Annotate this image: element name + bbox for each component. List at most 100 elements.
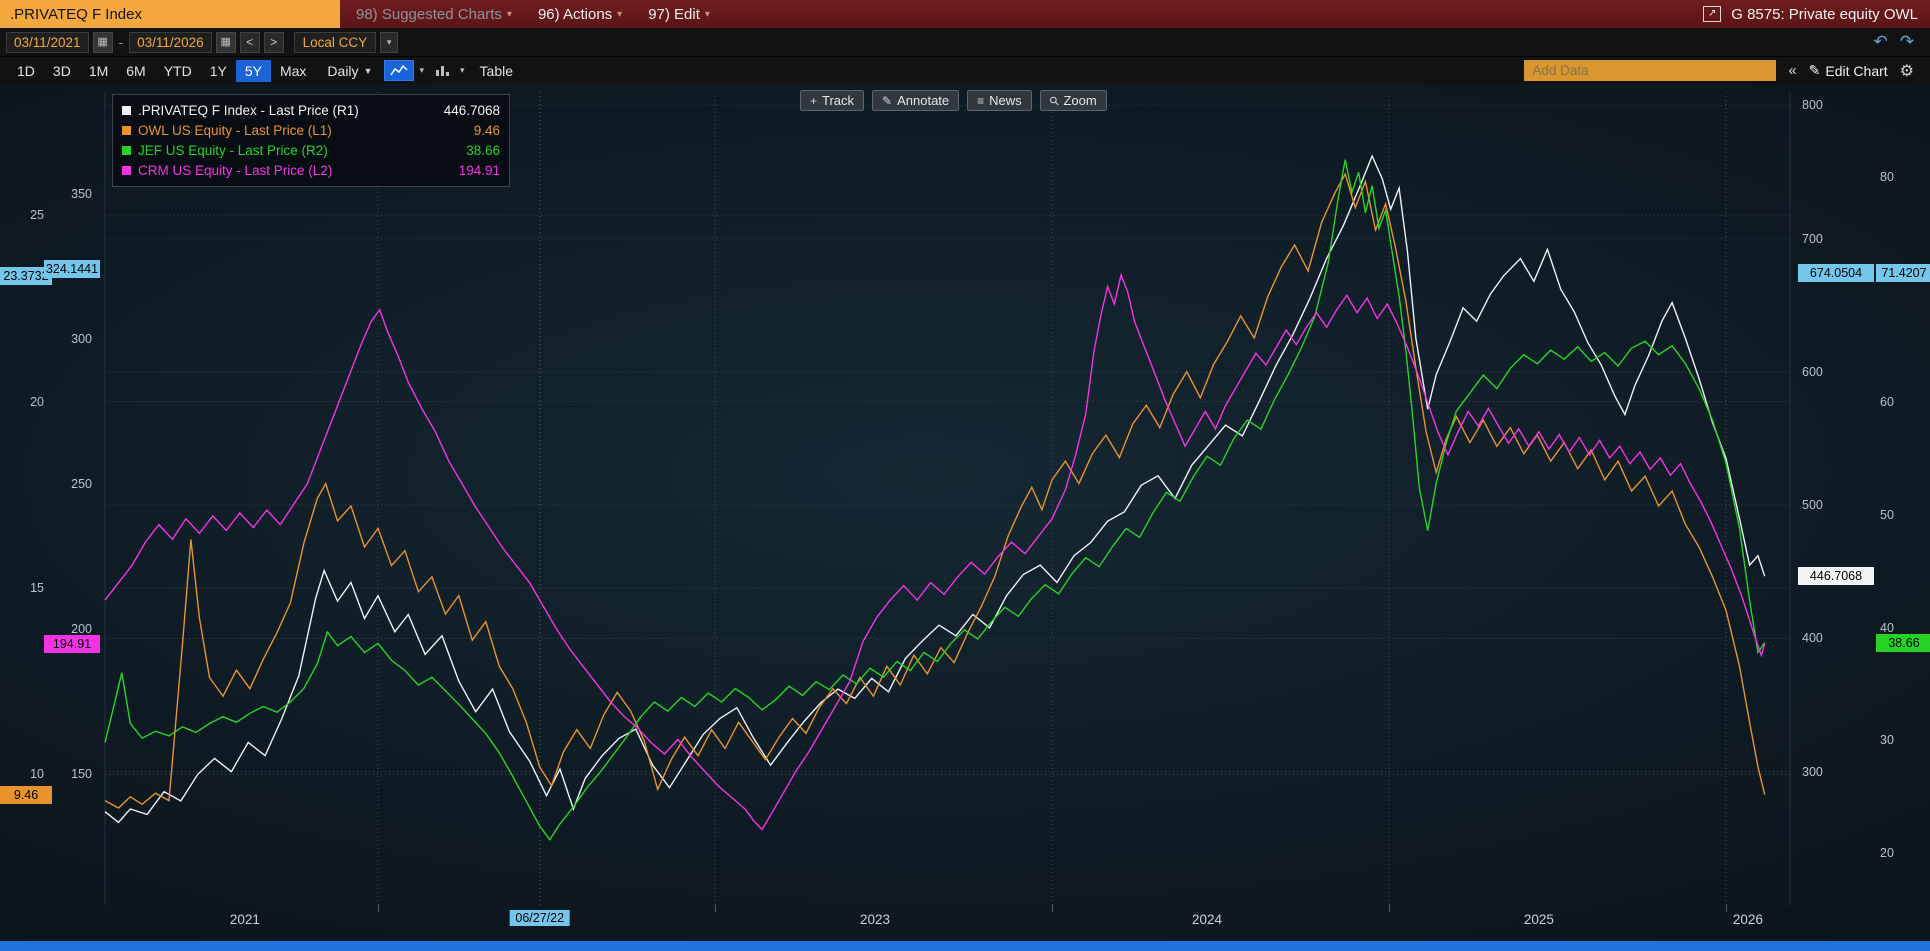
pencil-icon: ✎ [1809, 62, 1821, 79]
study-settings-button[interactable] [429, 60, 455, 81]
last-price-tag-owl: 9.46 [0, 786, 52, 804]
news-button[interactable]: ≡News [967, 90, 1032, 111]
menu-edit[interactable]: 97) Edit ▾ [648, 6, 710, 23]
period-button-1d[interactable]: 1D [8, 60, 44, 82]
calendar-icon[interactable]: ▦ [216, 32, 236, 53]
news-icon: ≡ [977, 94, 984, 108]
series-line-privateq [105, 156, 1765, 822]
menu-bar: 98) Suggested Charts▾ 96) Actions▾ 97) Edi… [340, 0, 710, 28]
date-range-separator: - [117, 35, 126, 50]
period-button-5y[interactable]: 5Y [236, 60, 271, 82]
track-button[interactable]: + Track [800, 90, 864, 111]
chart-toolbar: 1D3D1M6MYTD1Y5YMax Daily▼ ▾ ▾ Table « ✎ … [0, 56, 1930, 84]
x-axis-tick [378, 905, 379, 912]
chart-region: .PRIVATEQ F Index - Last Price (R1)446.7… [0, 84, 1930, 951]
legend-row-jef[interactable]: JEF US Equity - Last Price (R2)38.66 [122, 140, 500, 160]
line-chart-type-button[interactable] [384, 60, 414, 81]
currency-select[interactable]: Local CCY [294, 32, 377, 53]
axis-tick-label-l2: 250 [44, 476, 98, 492]
legend-swatch [122, 146, 131, 155]
menu-label: 97) Edit [648, 6, 700, 23]
collapse-panel-icon[interactable]: « [1788, 62, 1796, 79]
legend-row-crm[interactable]: CRM US Equity - Last Price (L2) 194.91 [122, 160, 500, 180]
chart-plot[interactable] [0, 84, 1930, 905]
tool-label: Zoom [1063, 93, 1096, 108]
axis-tick-label-l1: 20 [0, 394, 50, 410]
edit-chart-button[interactable]: ✎ Edit Chart [1809, 62, 1888, 79]
period-button-1y[interactable]: 1Y [201, 60, 236, 82]
export-icon[interactable]: ↗ [1703, 6, 1721, 22]
period-button-ytd[interactable]: YTD [155, 60, 201, 82]
calendar-icon[interactable]: ▦ [93, 32, 113, 53]
zoom-button[interactable]: ⚲Zoom [1040, 90, 1107, 111]
range-scrollbar[interactable] [0, 941, 1930, 951]
last-price-tag-jef: 38.66 [1876, 634, 1930, 652]
chevron-down-icon[interactable]: ▾ [416, 65, 427, 76]
period-buttons: 1D3D1M6MYTD1Y5YMax [8, 60, 315, 82]
cursor-value-label-l2: 324.1441 [44, 260, 100, 278]
chevron-down-icon[interactable]: ▾ [457, 65, 468, 76]
table-button[interactable]: Table [470, 60, 523, 82]
cursor-value-label-r1: 674.0504 [1798, 264, 1874, 282]
axis-tick-label-r2: 50 [1876, 507, 1930, 523]
x-axis-tick [1052, 905, 1053, 912]
prev-range-button[interactable]: < [240, 32, 260, 53]
chevron-down-icon: ▼ [364, 66, 373, 76]
frequency-select[interactable]: Daily▼ [317, 63, 382, 79]
add-data-input[interactable] [1524, 60, 1776, 81]
x-axis-tick [715, 905, 716, 912]
chart-legend: .PRIVATEQ F Index - Last Price (R1)446.7… [112, 94, 510, 187]
x-axis-tick [1726, 905, 1727, 912]
legend-value: 446.7068 [444, 103, 500, 118]
axis-tick-label-l1: 10 [0, 766, 50, 782]
axis-tick-label-r1: 800 [1798, 97, 1872, 113]
legend-label: OWL US Equity - Last Price (L1) [138, 123, 332, 138]
legend-label: JEF US Equity - Last Price (R2) [138, 143, 328, 158]
series-line-crm [105, 275, 1765, 830]
period-button-6m[interactable]: 6M [117, 60, 154, 82]
gear-icon[interactable]: ⚙ [1900, 61, 1914, 81]
menu-suggested-charts[interactable]: 98) Suggested Charts▾ [356, 6, 512, 23]
x-axis-label: 2023 [860, 912, 890, 927]
axis-tick-label-r1: 500 [1798, 497, 1872, 513]
period-button-max[interactable]: Max [271, 60, 315, 82]
cursor-value-label-r2: 71.4207 [1876, 264, 1930, 282]
axis-tick-label-r2: 80 [1876, 169, 1930, 185]
next-range-button[interactable]: > [264, 32, 284, 53]
app-title: G 8575: Private equity OWL [1731, 6, 1918, 23]
menu-actions[interactable]: 96) Actions▾ [538, 6, 622, 23]
legend-row-privateq[interactable]: .PRIVATEQ F Index - Last Price (R1)446.7… [122, 100, 500, 120]
annotate-button[interactable]: ✎Annotate [872, 90, 959, 111]
date-bar: 03/11/2021 ▦ - 03/11/2026 ▦ < > Local CC… [0, 28, 1930, 56]
tool-label: Annotate [897, 93, 949, 108]
last-price-tag-crm: 194.91 [44, 635, 100, 653]
legend-label: CRM US Equity - Last Price (L2) [138, 163, 332, 178]
bars-icon [435, 64, 449, 77]
undo-icon[interactable]: ↶ [1874, 32, 1888, 52]
axis-tick-label-r1: 300 [1798, 764, 1872, 780]
series-line-owl [105, 174, 1765, 808]
period-button-3d[interactable]: 3D [44, 60, 80, 82]
axis-tick-label-l1: 25 [0, 207, 50, 223]
start-date-input[interactable]: 03/11/2021 [6, 32, 89, 53]
tracked-date-label: 06/27/22 [509, 910, 570, 926]
x-axis-label: 2026 [1733, 912, 1763, 927]
track-icon: + [810, 94, 817, 108]
legend-row-owl[interactable]: OWL US Equity - Last Price (L1) 9.46 [122, 120, 500, 140]
x-axis-tick [1389, 905, 1390, 912]
redo-icon[interactable]: ↷ [1900, 32, 1914, 52]
legend-swatch [122, 106, 131, 115]
end-date-input[interactable]: 03/11/2026 [129, 32, 212, 53]
tool-label: Track [822, 93, 854, 108]
axis-tick-label-l1: 15 [0, 580, 50, 596]
legend-swatch [122, 126, 131, 135]
axis-tick-label-r2: 30 [1876, 732, 1930, 748]
security-title[interactable]: .PRIVATEQ F Index [0, 0, 340, 28]
chevron-down-icon[interactable]: ▾ [380, 32, 398, 53]
period-button-1m[interactable]: 1M [80, 60, 117, 82]
axis-tick-label-l2: 150 [44, 766, 98, 782]
axis-tick-label-r2: 20 [1876, 845, 1930, 861]
legend-value: 194.91 [459, 163, 500, 178]
chevron-down-icon: ▾ [705, 9, 710, 20]
legend-value: 9.46 [474, 123, 500, 138]
